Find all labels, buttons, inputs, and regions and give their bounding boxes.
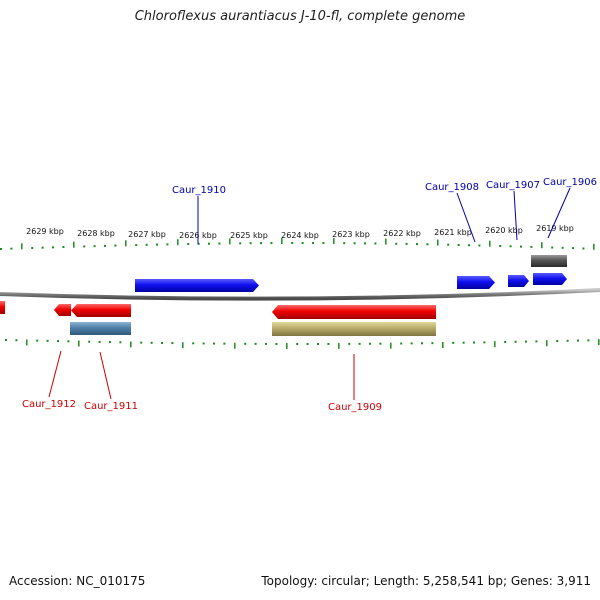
- gene-arrow: [54, 304, 71, 316]
- gene-arrow: [135, 279, 259, 292]
- scale-label: 2627 kbp: [128, 230, 166, 239]
- gene-arrow: [71, 304, 131, 317]
- scale-labels: 2629 kbp 2628 kbp 2627 kbp 2626 kbp 2625 kbp…: [26, 224, 574, 240]
- gene-label[interactable]: Caur_1906: [543, 177, 597, 188]
- scale-ticks-outer: [0, 238, 595, 250]
- gene-arrow: [272, 305, 436, 319]
- genome-backbone: [0, 288, 600, 301]
- gene-arrow: [457, 276, 495, 289]
- gene-arrow: [0, 301, 5, 314]
- label-leader-line: [456, 192, 476, 243]
- accession-text: Accession: NC_010175: [9, 574, 146, 588]
- scale-label: 2629 kbp: [26, 227, 64, 236]
- gene-label[interactable]: Caur_1909: [328, 402, 382, 413]
- scale-ticks-inner: [5, 339, 600, 349]
- gene-arrow: [533, 273, 567, 285]
- genome-summary: Topology: circular; Length: 5,258,541 bp…: [261, 574, 591, 588]
- gene-label[interactable]: Caur_1912: [22, 399, 76, 410]
- gene-label[interactable]: Caur_1907: [486, 180, 540, 191]
- map-title: Chloroflexus aurantiacus J-10-fl, comple…: [134, 9, 466, 24]
- scale-label: 2622 kbp: [383, 229, 421, 238]
- gene-arrow: [508, 275, 529, 287]
- gene-label[interactable]: Caur_1908: [425, 182, 479, 193]
- scale-label: 2621 kbp: [434, 228, 472, 237]
- label-leader-line: [48, 350, 62, 398]
- gene-arrow: [70, 322, 131, 335]
- gene-label[interactable]: Caur_1911: [84, 401, 138, 412]
- scale-label: 2619 kbp: [536, 224, 574, 233]
- label-leader-line: [99, 351, 112, 400]
- scale-label: 2628 kbp: [77, 229, 115, 238]
- scale-label: 2624 kbp: [281, 231, 319, 240]
- gene-label-layer: Caur_1910 Caur_1908 Caur_1907 Caur_1906 Caur…: [22, 177, 597, 413]
- label-leader-line: [513, 190, 518, 241]
- label-leader-line: [547, 187, 571, 239]
- gene-label[interactable]: Caur_1910: [172, 185, 226, 196]
- gene-arrow: [272, 322, 436, 336]
- gene-features: [0, 255, 567, 336]
- scale-label: 2620 kbp: [485, 226, 523, 235]
- scale-label: 2625 kbp: [230, 231, 268, 240]
- gene-arrow: [531, 255, 567, 267]
- scale-label: 2623 kbp: [332, 230, 370, 239]
